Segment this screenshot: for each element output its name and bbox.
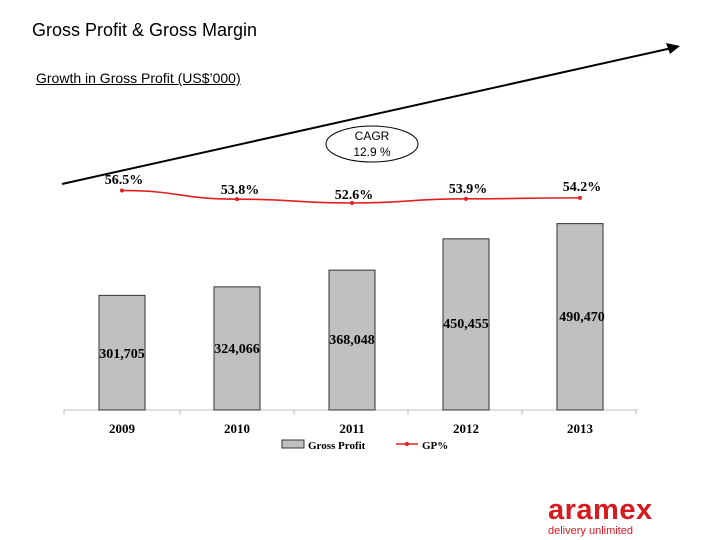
gp-percent-label: 53.9% [449, 182, 488, 197]
gp-percent-label: 54.2% [563, 180, 602, 195]
legend-swatch-gross-profit [281, 439, 305, 449]
x-tick-label: 2011 [339, 421, 364, 436]
cagr-label: CAGR [355, 129, 390, 143]
gross-profit-bar [328, 269, 376, 411]
gross-profit-value-label: 324,066 [214, 342, 260, 357]
gross-profit-value-label: 301,705 [99, 347, 145, 362]
aramex-logo: aramex delivery unlimited [548, 496, 698, 538]
gross-profit-bar [213, 286, 261, 411]
chart-subtitle: Growth in Gross Profit (US$’000) [36, 70, 241, 86]
brand-name: aramex [548, 494, 653, 526]
cagr-bubble [325, 125, 419, 163]
cagr-arrow-head [666, 43, 680, 54]
x-tick-label: 2009 [109, 421, 136, 436]
gp-percent-label: 53.8% [221, 183, 260, 198]
gp-percent-label: 56.5% [105, 173, 144, 188]
gp-percent-point [578, 195, 582, 200]
cagr-value: 12.9 % [353, 145, 391, 159]
gp-percent-point [235, 197, 239, 202]
gross-profit-value-label: 450,455 [443, 317, 489, 332]
gross-profit-bar [442, 238, 490, 411]
brand-tagline: delivery unlimited [548, 525, 633, 537]
legend-marker-gp-percent [405, 442, 409, 446]
gross-profit-bar [98, 294, 146, 411]
gp-percent-point [350, 201, 354, 205]
cagr-trend-arrow [61, 47, 673, 185]
page-title: Gross Profit & Gross Margin [32, 20, 258, 40]
gp-percent-point [120, 188, 124, 193]
x-tick-label: 2013 [567, 421, 594, 436]
gp-percent-point [464, 196, 468, 201]
gross-profit-value-label: 490,470 [559, 310, 605, 325]
x-tick-label: 2012 [453, 421, 479, 436]
gross-profit-bar [556, 223, 604, 411]
legend-label-gross-profit: Gross Profit [308, 440, 366, 452]
legend-label-gp-percent: GP% [422, 440, 448, 452]
gp-percent-label: 52.6% [335, 188, 374, 203]
x-tick-label: 2010 [224, 421, 250, 436]
gross-profit-value-label: 368,048 [329, 333, 375, 348]
